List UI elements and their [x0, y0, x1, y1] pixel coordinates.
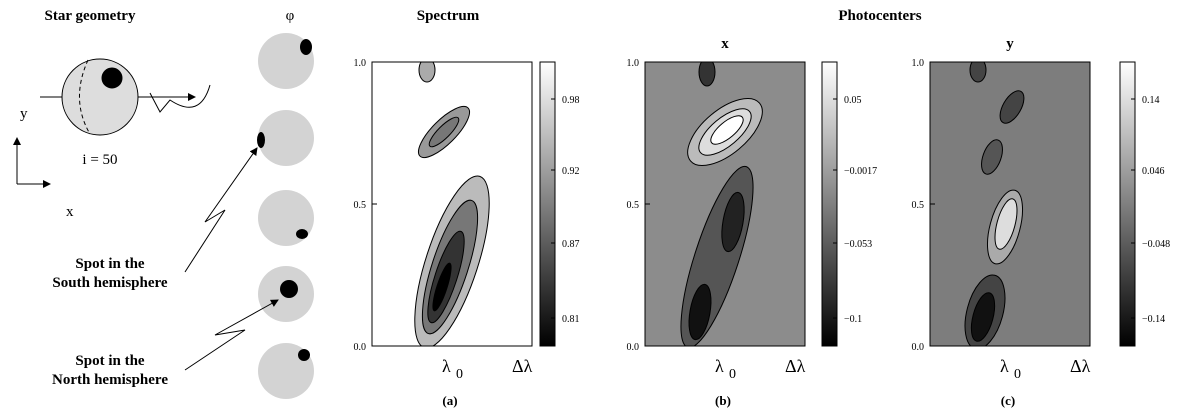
phi-label: φ: [286, 8, 295, 24]
contour: [710, 115, 744, 145]
x-label: Δλ: [785, 356, 806, 376]
contour: [428, 116, 460, 148]
colorbar-tick-label: −0.1: [844, 314, 862, 325]
title: Spectrum: [417, 8, 480, 24]
y-tick-label: 0.5: [912, 200, 925, 211]
contour: [418, 62, 436, 83]
x-label: λ: [715, 356, 724, 376]
x-label: λ: [1000, 356, 1009, 376]
title: Star geometry: [45, 8, 136, 24]
heatmap: [372, 62, 532, 346]
y-tick-label: 0.5: [354, 200, 367, 211]
annotation: Spot in the: [75, 353, 145, 369]
contour: [432, 262, 452, 312]
inclination: i = 50: [82, 152, 117, 168]
y-tick-label: 1.0: [912, 58, 925, 69]
panel-title: y: [1006, 36, 1014, 52]
colorbar-tick-label: −0.0017: [844, 166, 877, 177]
annotation: Spot in the: [75, 256, 145, 272]
y-tick-label: 1.0: [354, 58, 367, 69]
y-tick-label: 0.0: [627, 342, 640, 353]
colorbar: [539, 61, 556, 347]
contour: [981, 139, 1003, 175]
colorbar-tick-label: 0.046: [1142, 166, 1165, 177]
y-tick-label: 0.5: [627, 200, 640, 211]
x-label-sub: 0: [729, 367, 736, 382]
y-tick-label: 0.0: [912, 342, 925, 353]
contour: [688, 283, 712, 341]
y-tick-label: 1.0: [627, 58, 640, 69]
axis-label: x: [66, 204, 74, 220]
pointer-arrows: [184, 147, 279, 371]
star-geometry: [13, 58, 211, 188]
annotation: South hemisphere: [52, 275, 168, 291]
contour: [999, 90, 1025, 124]
axis-label: y: [20, 106, 28, 122]
phase-disks: [257, 33, 314, 399]
colorbar-tick-label: 0.87: [562, 239, 580, 250]
x-label: Δλ: [1070, 356, 1091, 376]
x-label-sub: 0: [1014, 367, 1021, 382]
heatmap: [930, 62, 1090, 346]
y-tick-label: 0.0: [354, 342, 367, 353]
colorbar: [1119, 61, 1136, 347]
panel-label: (b): [715, 393, 731, 408]
title: Photocenters: [838, 8, 921, 24]
contour: [721, 191, 745, 253]
colorbar-tick-label: 0.98: [562, 95, 580, 106]
panel-label: (c): [1001, 393, 1015, 408]
colorbar-tick-label: −0.053: [844, 239, 872, 250]
contour: [969, 62, 987, 83]
contour: [970, 292, 996, 342]
x-label: λ: [442, 356, 451, 376]
annotation: North hemisphere: [52, 372, 168, 388]
colorbar-tick-label: 0.81: [562, 314, 580, 325]
colorbar-tick-label: −0.048: [1142, 239, 1170, 250]
colorbar-tick-label: 0.92: [562, 166, 580, 177]
colorbar-tick-label: 0.05: [844, 95, 862, 106]
panel-label: (a): [442, 393, 457, 408]
colorbar: [821, 61, 838, 347]
colorbar-tick-label: −0.14: [1142, 314, 1165, 325]
panel-title: x: [721, 36, 729, 52]
colorbar-tick-label: 0.14: [1142, 95, 1160, 106]
x-label-sub: 0: [456, 367, 463, 382]
contour: [698, 62, 716, 87]
x-label: Δλ: [512, 356, 533, 376]
heatmap: [645, 62, 805, 346]
contour: [994, 198, 1018, 250]
